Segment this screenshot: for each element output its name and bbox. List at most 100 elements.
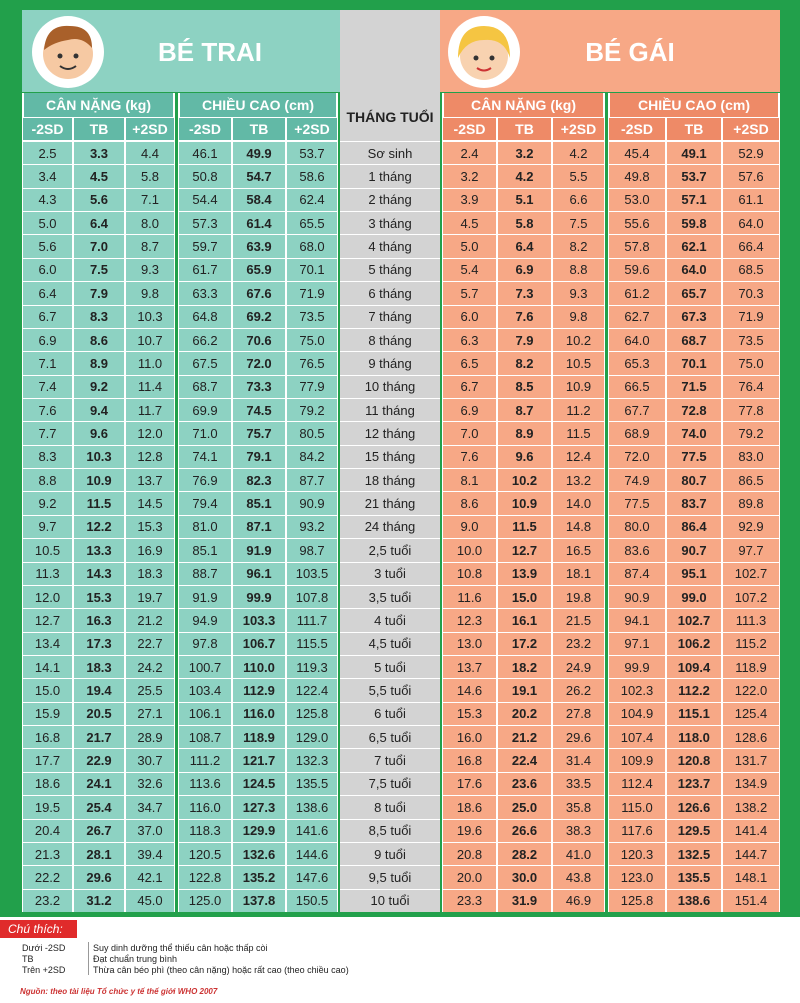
- value-cell: 90.9: [286, 491, 338, 515]
- age-cell: 4 tuổi: [340, 608, 440, 631]
- value-cell: 7.4: [22, 374, 73, 398]
- value-cell: 13.9: [497, 561, 552, 585]
- column-label: +2SD: [125, 117, 175, 141]
- value-cell: 75.0: [722, 351, 780, 375]
- value-cell: 12.7: [22, 608, 73, 632]
- value-cell: 53.7: [666, 164, 722, 188]
- age-cell: 8,5 tuổi: [340, 818, 440, 842]
- value-cell: 5.8: [497, 211, 552, 235]
- value-cell: 86.4: [666, 514, 722, 539]
- value-cell: 65.5: [286, 211, 338, 235]
- value-cell: 7.9: [497, 327, 552, 352]
- legend-desc: Suy dinh dưỡng thể thiếu cân hoặc thấp c…: [88, 942, 488, 953]
- value-cell: 46.9: [552, 888, 605, 912]
- value-cell: 23.6: [497, 771, 552, 796]
- value-cell: 29.6: [552, 725, 605, 749]
- value-cell: 57.8: [608, 234, 666, 258]
- value-cell: 4.3: [22, 187, 73, 212]
- value-cell: 79.2: [286, 398, 338, 422]
- value-cell: 150.5: [286, 888, 338, 912]
- value-cell: 64.0: [666, 257, 722, 282]
- value-cell: 79.1: [232, 444, 286, 469]
- column-label: -2SD: [608, 117, 666, 141]
- value-cell: 66.2: [178, 327, 232, 352]
- value-cell: 50.8: [178, 164, 232, 188]
- value-cell: 122.0: [722, 678, 780, 702]
- value-cell: 11.7: [125, 398, 175, 422]
- value-cell: 5.0: [442, 234, 497, 258]
- value-cell: 111.7: [286, 608, 338, 632]
- value-cell: 135.5: [286, 771, 338, 796]
- value-cell: 2.4: [442, 141, 497, 165]
- value-cell: 107.8: [286, 584, 338, 609]
- legend-title: Chú thích:: [0, 920, 77, 938]
- age-cell: 6 tuổi: [340, 701, 440, 725]
- value-cell: 67.3: [666, 304, 722, 328]
- value-cell: 144.6: [286, 841, 338, 866]
- value-cell: 12.4: [552, 444, 605, 469]
- value-cell: 115.0: [608, 795, 666, 819]
- value-cell: 97.8: [178, 631, 232, 655]
- value-cell: 8.0: [125, 211, 175, 235]
- value-cell: 25.4: [73, 795, 125, 819]
- value-cell: 135.5: [666, 865, 722, 889]
- value-cell: 92.9: [722, 514, 780, 539]
- value-cell: 89.8: [722, 491, 780, 515]
- value-cell: 19.7: [125, 584, 175, 609]
- value-cell: 74.9: [608, 468, 666, 492]
- value-cell: 5.5: [552, 164, 605, 188]
- value-cell: 8.9: [497, 421, 552, 445]
- girl-icon: [448, 16, 520, 88]
- value-cell: 107.2: [722, 584, 780, 609]
- value-cell: 68.7: [666, 327, 722, 352]
- value-cell: 8.2: [497, 351, 552, 375]
- value-cell: 74.5: [232, 398, 286, 422]
- value-cell: 10.2: [552, 327, 605, 352]
- value-cell: 10.3: [125, 304, 175, 328]
- value-cell: 148.1: [722, 865, 780, 889]
- value-cell: 11.5: [497, 514, 552, 539]
- value-cell: 67.7: [608, 398, 666, 422]
- value-cell: 111.2: [178, 748, 232, 772]
- value-cell: 7.9: [73, 281, 125, 305]
- value-cell: 4.5: [73, 164, 125, 188]
- value-cell: 6.0: [442, 304, 497, 328]
- value-cell: 5.1: [497, 187, 552, 212]
- value-cell: 67.5: [178, 351, 232, 375]
- value-cell: 12.3: [442, 608, 497, 632]
- value-cell: 4.2: [552, 141, 605, 165]
- girl-title: BÉ GÁI: [585, 36, 675, 67]
- value-cell: 5.6: [22, 234, 73, 258]
- value-cell: 68.9: [608, 421, 666, 445]
- value-cell: 115.1: [666, 701, 722, 726]
- value-cell: 23.2: [552, 631, 605, 655]
- age-cell: 5 tuổi: [340, 655, 440, 678]
- value-cell: 118.3: [178, 818, 232, 842]
- column-label: TB: [73, 117, 125, 141]
- column-label: -2SD: [178, 117, 232, 141]
- value-cell: 8.7: [497, 398, 552, 422]
- column-label: +2SD: [722, 117, 780, 141]
- value-cell: 71.5: [666, 374, 722, 398]
- value-cell: 10.5: [22, 538, 73, 562]
- value-cell: 128.6: [722, 725, 780, 749]
- value-cell: 61.7: [178, 257, 232, 282]
- value-cell: 16.8: [22, 725, 73, 749]
- age-cell: 21 tháng: [340, 491, 440, 514]
- value-cell: 99.9: [232, 584, 286, 609]
- value-cell: 23.2: [22, 888, 73, 912]
- value-cell: 74.0: [666, 421, 722, 445]
- value-cell: 97.7: [722, 538, 780, 562]
- value-cell: 21.2: [497, 725, 552, 749]
- column-label: TB: [232, 117, 286, 141]
- age-cell: 7,5 tuổi: [340, 771, 440, 795]
- value-cell: 11.0: [125, 351, 175, 375]
- value-cell: 63.9: [232, 234, 286, 258]
- value-cell: 43.8: [552, 865, 605, 889]
- value-cell: 9.0: [442, 514, 497, 539]
- value-cell: 17.6: [442, 771, 497, 796]
- value-cell: 115.2: [722, 631, 780, 655]
- value-cell: 9.3: [552, 281, 605, 305]
- value-cell: 49.8: [608, 164, 666, 188]
- value-cell: 10.9: [497, 491, 552, 515]
